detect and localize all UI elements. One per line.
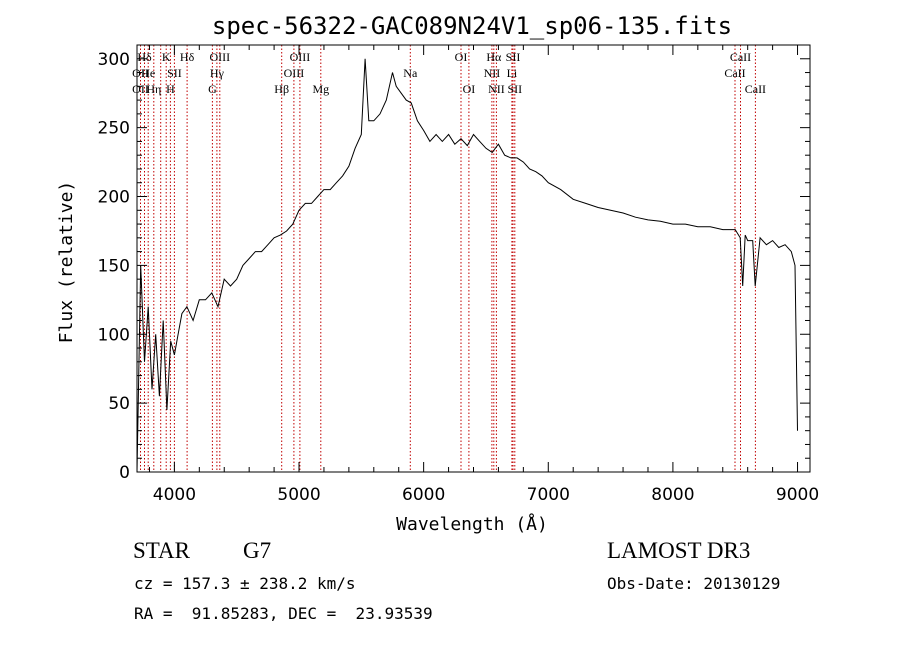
y-tick-label: 50	[108, 394, 130, 414]
x-tick-label: 7000	[527, 485, 570, 505]
spectral-line-label: Hγ	[210, 66, 225, 80]
y-tick-label: 150	[98, 256, 130, 276]
spectral-line-label: SII	[507, 82, 522, 96]
spectral-line-label: CaII	[745, 82, 766, 96]
x-tick-label: 6000	[402, 485, 445, 505]
spectral-line-label: Li	[507, 66, 518, 80]
spectral-line-label: OI	[463, 82, 476, 96]
spectral-line-label: OIII	[284, 66, 305, 80]
y-axis: 0 50 100 150 200 250 300	[98, 50, 810, 483]
x-tick-label: 4000	[153, 485, 196, 505]
x-axis: 4000 5000 6000 7000 8000 9000	[148, 45, 819, 505]
x-tick-label: 8000	[651, 485, 694, 505]
spectral-line-label: CaII	[730, 50, 751, 64]
plot-frame	[136, 44, 811, 473]
x-tick-label: 5000	[277, 485, 320, 505]
subclass: G7	[243, 538, 272, 563]
spectral-line-label: G	[208, 82, 217, 96]
spectral-line-label: K	[162, 50, 171, 64]
y-tick-label: 300	[98, 50, 130, 70]
y-tick-label: 250	[98, 119, 130, 139]
y-tick-label: 0	[119, 463, 130, 483]
spectral-line-label: OII	[132, 82, 149, 96]
spectral-line-label: CaII	[724, 66, 745, 80]
spectral-line-label: He	[141, 66, 155, 80]
x-tick-label: 9000	[776, 485, 819, 505]
spectral-line-label: Mg	[312, 82, 329, 96]
spectral-line-label: NII	[484, 66, 501, 80]
object-class: STAR	[133, 538, 190, 563]
survey-name: LAMOST DR3	[607, 538, 751, 563]
spectral-line-label: SII	[167, 66, 182, 80]
coordinates: RA = 91.85283, DEC = 23.93539	[134, 604, 433, 623]
spectral-line-label: OIII	[290, 50, 311, 64]
spectral-line-label: SII	[506, 50, 521, 64]
chart-title: spec-56322-GAC089N24V1_sp06-135.fits	[212, 12, 732, 40]
y-axis-label: Flux (relative)	[56, 181, 77, 344]
spectral-line-label: Hη	[146, 82, 161, 96]
spectrum-line	[136, 58, 798, 473]
line-markers	[140, 45, 756, 472]
spectral-line-label: Hβ	[274, 82, 289, 96]
y-tick-label: 100	[98, 325, 130, 345]
obs-date: Obs-Date: 20130129	[607, 574, 781, 593]
spectral-line-label: OI	[455, 50, 468, 64]
spectral-line-label: OIII	[209, 50, 230, 64]
spectral-line-label: Hα	[486, 50, 502, 64]
spectral-line-label: H	[166, 82, 175, 96]
x-axis-label: Wavelength (Å)	[396, 513, 548, 535]
spectral-line-label: Hδ	[137, 50, 152, 64]
spectral-line-label: NII	[488, 82, 505, 96]
redshift-readout: cz = 157.3 ± 238.2 km/s	[134, 574, 356, 593]
spectral-line-label: Na	[403, 66, 418, 80]
y-tick-label: 200	[98, 188, 130, 208]
spectral-line-label: Hδ	[180, 50, 195, 64]
